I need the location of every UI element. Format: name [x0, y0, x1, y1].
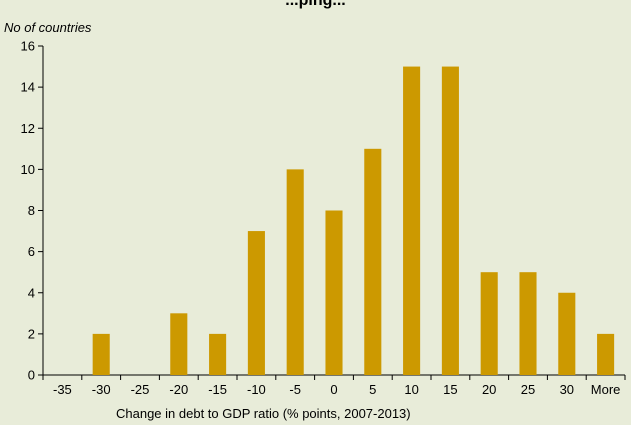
bar--5: [286, 169, 304, 375]
x-tick-label: -30: [92, 382, 111, 397]
x-axis: -35 -30 -25 -20 -15 -10 -5 0 5 10 15 20 25 30 More: [42, 374, 626, 397]
x-axis-title: Change in debt to GDP ratio (% points, 2…: [116, 406, 411, 421]
x-tick-label: 5: [369, 382, 376, 397]
y-tick-label: 6: [28, 244, 35, 259]
y-tick-label: 2: [28, 326, 35, 341]
bar-5: [364, 148, 382, 375]
x-tick-label: More: [591, 382, 621, 397]
bar-30: [558, 292, 576, 375]
x-tick-label: -25: [131, 382, 150, 397]
x-tick-label: 25: [521, 382, 535, 397]
x-tick-label: -20: [169, 382, 188, 397]
y-tick-label: 8: [28, 203, 35, 218]
bar-25: [519, 272, 537, 375]
y-tick-label: 12: [21, 121, 35, 136]
x-tick-label: 20: [482, 382, 496, 397]
x-tick-label: -15: [208, 382, 227, 397]
x-tick-label: 0: [330, 382, 337, 397]
x-tick-label: -5: [289, 382, 301, 397]
y-tick-label: 4: [28, 285, 35, 300]
bars: [92, 66, 615, 375]
bar--10: [247, 231, 265, 375]
y-axis-unit-label: No of countries: [4, 20, 92, 35]
x-tick-label: -35: [53, 382, 72, 397]
y-tick-label: 16: [21, 39, 35, 54]
x-tick-label: 15: [443, 382, 457, 397]
y-tick-label: 10: [21, 162, 35, 177]
chart-title: ...ping...: [285, 0, 346, 9]
x-tick-label: 30: [560, 382, 574, 397]
bar-20: [480, 272, 498, 375]
y-tick-label: 14: [21, 80, 35, 95]
bar-More: [597, 333, 615, 375]
bar-15: [441, 66, 459, 375]
x-tick-label: -10: [247, 382, 266, 397]
y-tick-label: 0: [28, 368, 35, 383]
bar--15: [209, 333, 227, 375]
bar--20: [170, 313, 188, 375]
bar-10: [403, 66, 421, 375]
y-axis: 0 2 4 6 8 10 12 14 16: [21, 39, 44, 383]
bar-0: [325, 210, 343, 375]
x-tick-label: 10: [404, 382, 418, 397]
bar--30: [92, 333, 110, 375]
